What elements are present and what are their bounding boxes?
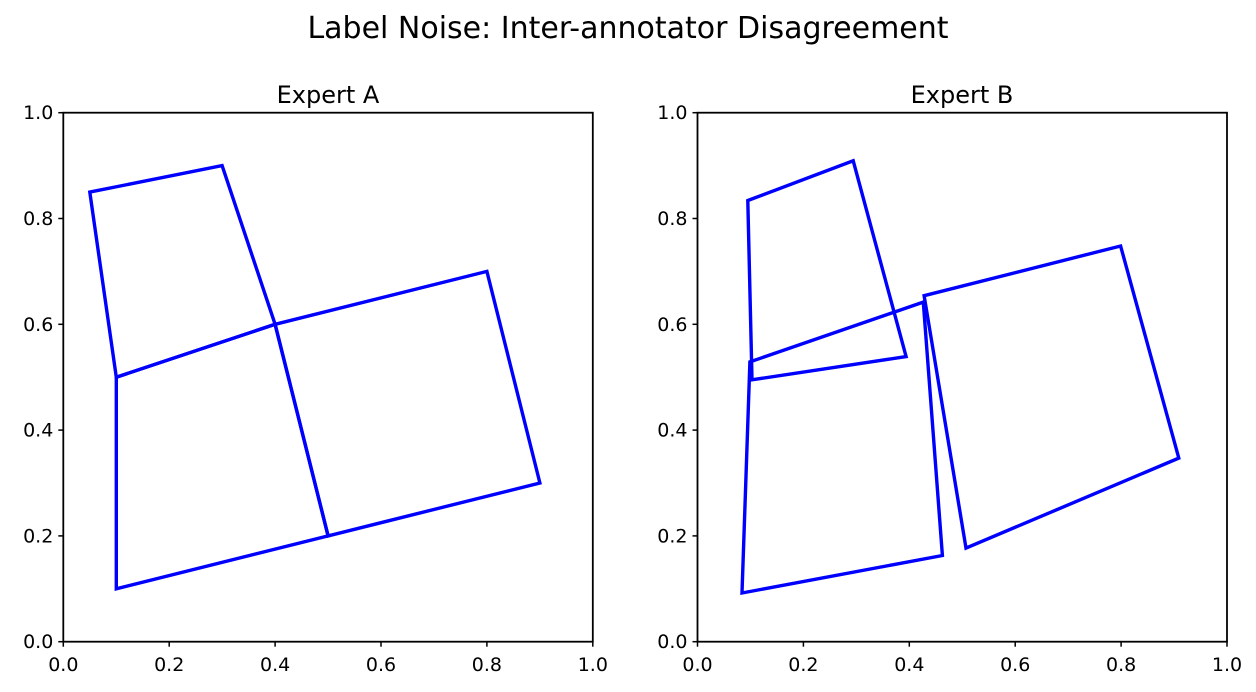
x-tick-label: 0.2	[788, 654, 818, 676]
y-tick-label: 0.6	[657, 314, 687, 336]
x-tick-label: 0.6	[1000, 654, 1030, 676]
y-tick-label: 0.6	[23, 314, 53, 336]
x-tick-label: 0.6	[366, 654, 396, 676]
axes-frame	[62, 111, 594, 643]
subplot-title-expert-b: Expert B	[910, 81, 1014, 109]
axes-frame	[696, 111, 1228, 643]
x-tick-label: 0.2	[154, 654, 184, 676]
y-tick-label: 0.2	[657, 525, 687, 547]
annotation-polygon-a3	[273, 269, 542, 538]
y-tick-label: 0.0	[23, 631, 53, 653]
x-tick-label: 0.4	[260, 654, 290, 676]
figure-suptitle: Label Noise: Inter-annotator Disagreemen…	[307, 11, 949, 46]
y-tick-label: 1.0	[23, 102, 53, 124]
annotation-polygon-b3	[922, 243, 1181, 551]
annotation-polygon-b1	[746, 158, 909, 382]
y-tick-label: 0.4	[657, 420, 687, 442]
y-tick-label: 0.8	[657, 208, 687, 230]
y-tick-label: 0.0	[657, 631, 687, 653]
x-tick-label: 0.4	[894, 654, 924, 676]
annotation-polygon-a1	[87, 163, 278, 380]
y-tick-label: 0.8	[23, 208, 53, 230]
x-tick-label: 0.8	[472, 654, 502, 676]
y-tick-label: 1.0	[657, 102, 687, 124]
x-tick-label: 0.0	[48, 654, 78, 676]
y-tick-label: 0.2	[23, 525, 53, 547]
y-tick-label: 0.4	[23, 420, 53, 442]
annotation-polygon-b2	[740, 299, 945, 596]
x-tick-label: 0.0	[682, 654, 712, 676]
x-tick-label: 1.0	[578, 654, 608, 676]
subplot-title-expert-a: Expert A	[276, 81, 380, 109]
annotation-polygon-a2	[114, 322, 331, 591]
x-tick-label: 1.0	[1212, 654, 1242, 676]
x-tick-label: 0.8	[1106, 654, 1136, 676]
